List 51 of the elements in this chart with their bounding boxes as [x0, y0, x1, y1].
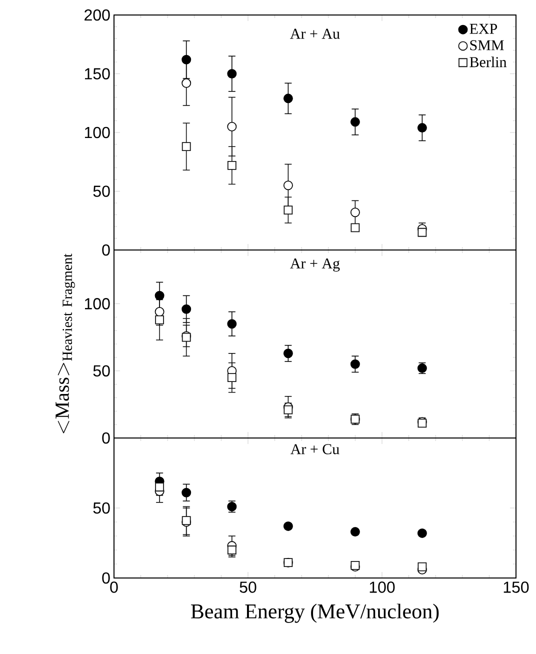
legend-label: Berlin	[470, 56, 507, 68]
legend-label: SMM	[470, 40, 504, 50]
point	[182, 78, 192, 88]
legend-label: EXP	[470, 24, 498, 34]
point	[350, 359, 360, 369]
point	[350, 117, 360, 127]
point	[227, 373, 236, 382]
point	[418, 562, 427, 572]
point	[350, 208, 360, 218]
point	[227, 122, 237, 132]
annotation: Ar + Cu	[290, 444, 340, 454]
y-tick-label: 200	[84, 9, 110, 21]
point	[227, 160, 236, 170]
point	[283, 180, 293, 190]
x-tick-label: 150	[504, 582, 529, 593]
y-tick-label: 100	[84, 298, 110, 310]
x-tick-label: 0	[110, 582, 118, 593]
x-tick-label: 50	[240, 582, 256, 593]
point	[350, 527, 360, 537]
point	[417, 528, 427, 538]
point	[227, 69, 237, 79]
y-tick-label: 50	[93, 186, 110, 197]
point	[154, 290, 164, 300]
annotation: Ar + Ag	[290, 258, 340, 272]
x-tick-label: 100	[370, 582, 395, 593]
point	[283, 521, 293, 531]
point	[155, 315, 164, 324]
y-tick-label: 0	[102, 432, 110, 444]
point	[350, 223, 360, 232]
annotation: Ar + Au	[290, 28, 340, 39]
y-axis-title: ${<}\mathrm{Mass}{>}_{\mathrm{Heaviest\ Fragment}}$	[56, 254, 75, 434]
point	[284, 405, 293, 414]
point	[417, 123, 427, 133]
point	[154, 307, 164, 317]
point	[283, 94, 293, 104]
y-tick-label: 50	[93, 365, 110, 377]
y-tick-label: 50	[93, 502, 110, 514]
x-axis-title: Beam Energy (MeV/nucleon)	[191, 604, 439, 623]
point	[283, 348, 293, 358]
y-tick-label: 0	[102, 244, 110, 256]
point	[418, 228, 427, 237]
point	[182, 142, 191, 152]
point	[284, 206, 293, 215]
point	[182, 304, 192, 314]
y-tick-label: 100	[84, 126, 110, 138]
y-tick-label: 150	[84, 68, 110, 80]
point	[182, 488, 192, 498]
point	[182, 54, 192, 64]
y-tick-label: 0	[102, 572, 110, 584]
point	[227, 319, 237, 329]
point	[155, 482, 164, 492]
